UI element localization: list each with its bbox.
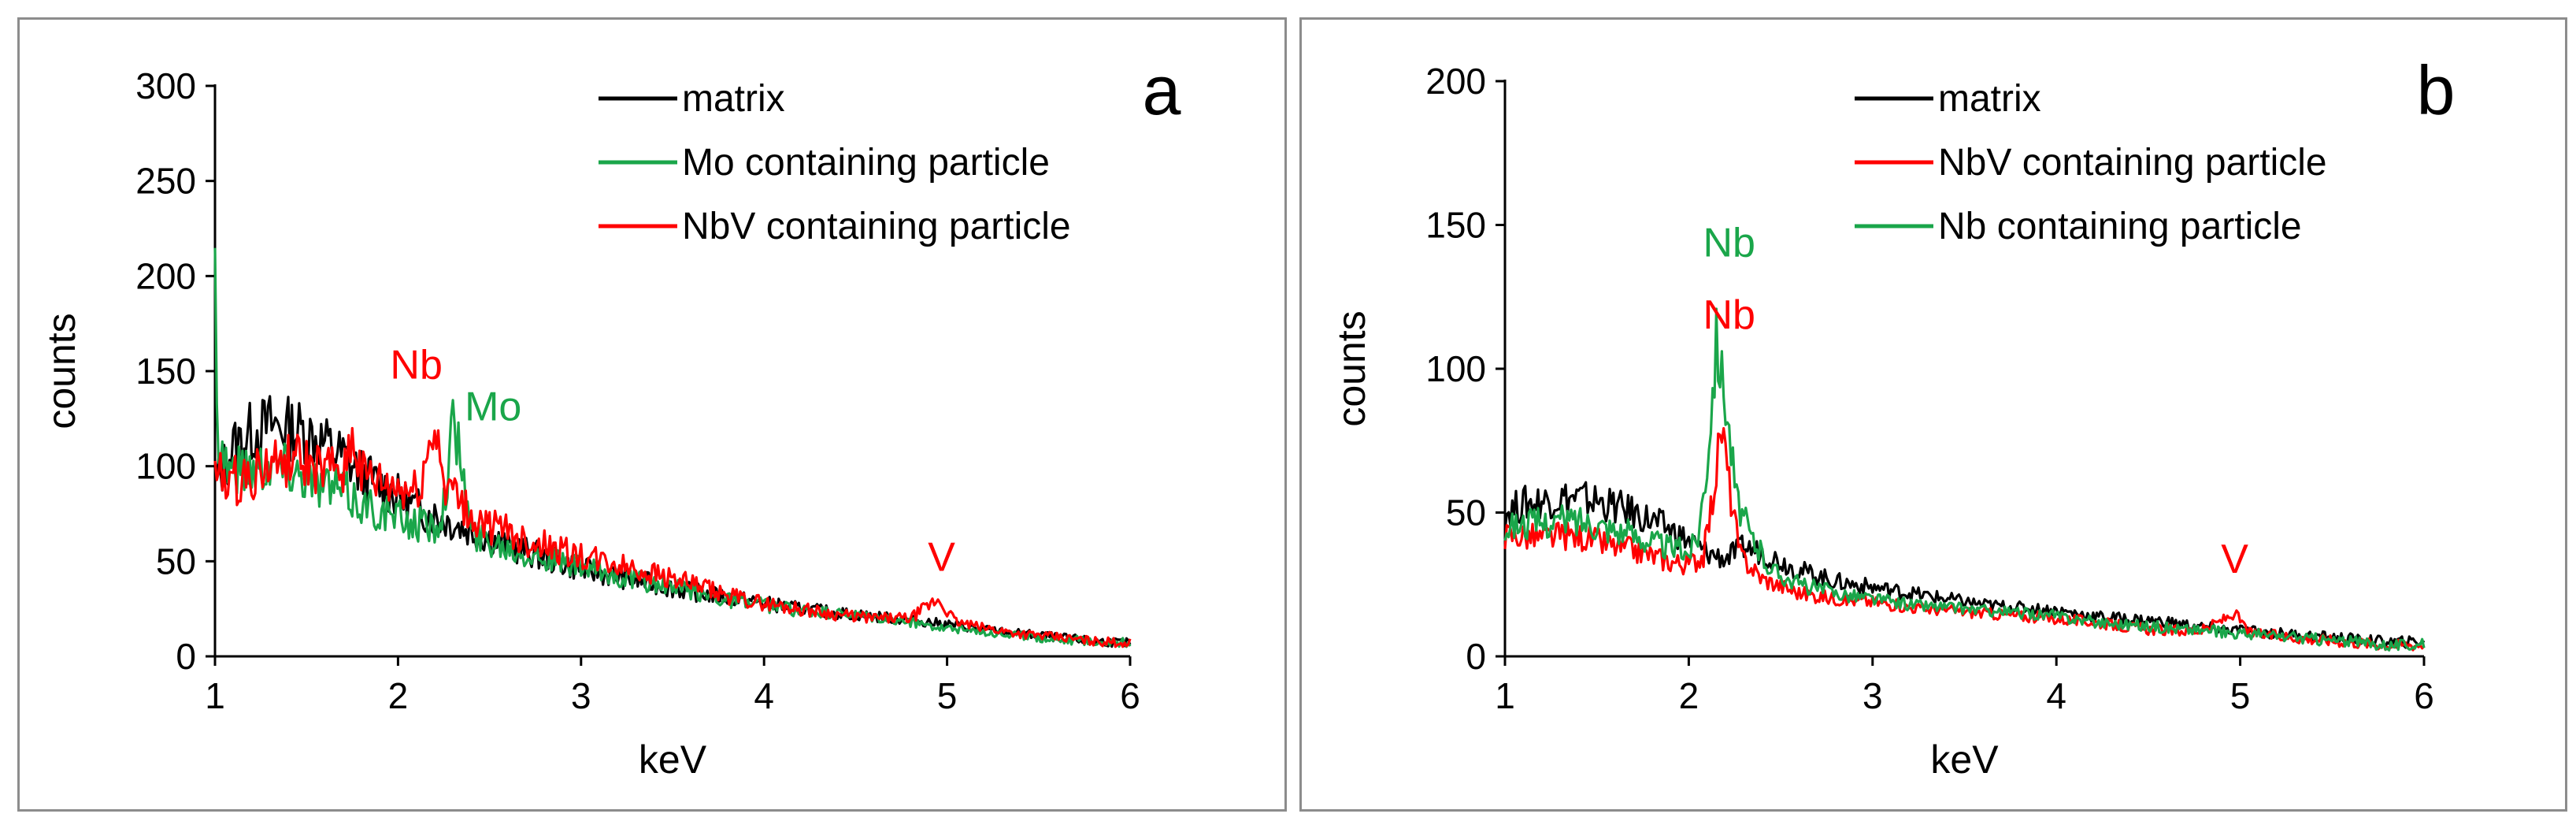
legend-label: Mo containing particle: [682, 142, 1050, 184]
y-tick-label: 100: [1425, 348, 1486, 389]
y-tick-label: 150: [1425, 205, 1486, 246]
peak-annotation: V: [2221, 537, 2248, 582]
x-tick-label: 1: [1495, 675, 1515, 716]
y-tick-label: 150: [135, 351, 196, 392]
x-tick-label: 1: [205, 675, 225, 716]
peak-annotation: Nb: [390, 343, 442, 388]
y-tick-label: 250: [135, 161, 196, 202]
chart-panel-b: 0 50 100 150 200 1 2 3 4 5 6 keV counts matrix NbV con…: [1299, 17, 2567, 812]
legend-label: Nb containing particle: [1938, 206, 2302, 247]
x-tick-label: 6: [1120, 675, 1140, 716]
series-line: [1503, 427, 2426, 652]
y-tick-label: 0: [176, 636, 196, 677]
y-tick-label: 200: [1425, 61, 1486, 102]
peak-annotation: V: [928, 534, 955, 580]
x-tick-label: 2: [1679, 675, 1699, 716]
chart-panel-a: 0 50 100 150 200 250 300 1 2 3 4 5 6 keV counts matrix M…: [17, 17, 1287, 812]
series-line: [213, 426, 1132, 648]
series-line: [1503, 481, 2426, 649]
y-tick-label: 0: [1466, 636, 1486, 677]
x-tick-label: 6: [2414, 675, 2434, 716]
x-tick-label: 5: [2230, 675, 2251, 716]
peak-annotation: Nb: [1703, 221, 1755, 266]
series-line: [1503, 307, 2426, 652]
peak-annotation: Mo: [465, 385, 521, 430]
x-axis-title: keV: [639, 738, 707, 782]
x-tick-label: 3: [1863, 675, 1883, 716]
y-tick-label: 100: [135, 446, 196, 487]
chart-b-svg: 0 50 100 150 200 1 2 3 4 5 6 keV counts matrix NbV con…: [1329, 51, 2456, 782]
panel-letter: b: [2417, 51, 2456, 129]
x-tick-label: 4: [2046, 675, 2066, 716]
x-axis-title: keV: [1930, 738, 1999, 782]
legend-label: NbV containing particle: [682, 206, 1071, 247]
legend-label: NbV containing particle: [1938, 142, 2327, 184]
x-tick-label: 2: [388, 675, 409, 716]
y-tick-label: 50: [1446, 492, 1486, 533]
y-axis-title: counts: [39, 313, 83, 429]
chart-a-svg: 0 50 100 150 200 250 300 1 2 3 4 5 6 keV counts matrix M…: [39, 51, 1181, 782]
x-tick-label: 4: [754, 675, 774, 716]
x-tick-label: 3: [571, 675, 591, 716]
y-tick-label: 50: [156, 541, 196, 581]
peak-annotation: Nb: [1703, 292, 1755, 338]
panel-letter: a: [1143, 51, 1181, 129]
legend-label: matrix: [1938, 78, 2041, 120]
series-line: [213, 247, 1132, 648]
y-axis-title: counts: [1329, 310, 1373, 426]
y-tick-label: 200: [135, 255, 196, 296]
y-tick-label: 300: [135, 65, 196, 106]
x-tick-label: 5: [937, 675, 958, 716]
legend-label: matrix: [682, 78, 785, 120]
